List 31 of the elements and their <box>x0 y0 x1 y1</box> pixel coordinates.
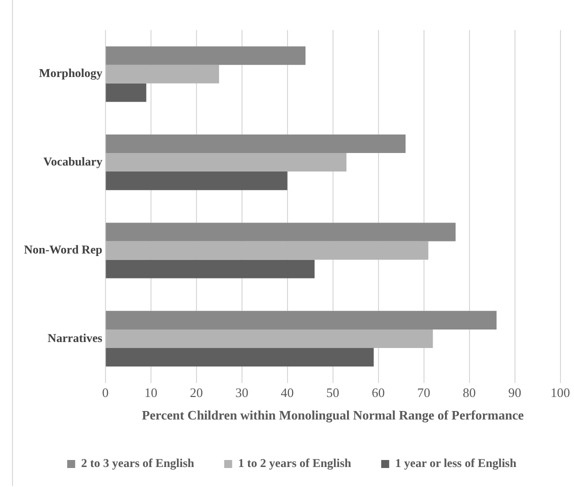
legend-label: 2 to 3 years of English <box>81 456 194 470</box>
x-tick-label: 20 <box>190 385 203 400</box>
bar <box>106 83 146 102</box>
legend-label: 1 year or less of English <box>395 456 517 470</box>
bar <box>106 241 428 260</box>
x-tick-label: 100 <box>550 385 570 400</box>
x-tick-label: 30 <box>235 385 248 400</box>
bar <box>106 329 433 348</box>
y-tick-label: Vocabulary <box>43 154 102 168</box>
y-tick-label: Narratives <box>48 330 103 345</box>
bar <box>106 153 346 172</box>
bar <box>106 310 497 330</box>
y-tick-label: Morphology <box>38 66 102 80</box>
x-tick-label: 80 <box>462 385 476 400</box>
bar <box>106 134 406 154</box>
bar <box>106 64 220 84</box>
bar <box>106 348 374 366</box>
y-tick-label: Non-Word Rep <box>24 242 103 257</box>
bar <box>106 172 288 190</box>
x-tick-label: 0 <box>102 385 109 400</box>
x-tick-label: 60 <box>372 385 385 400</box>
x-tick-label: 40 <box>280 385 294 400</box>
x-axis-title: Percent Children within Monolingual Normal Range of Performance <box>142 408 524 423</box>
bar <box>106 222 456 242</box>
x-tick-label: 90 <box>508 385 522 400</box>
legend-label: 1 to 2 years of English <box>238 456 352 470</box>
bar <box>106 260 315 278</box>
x-tick-label: 70 <box>417 385 430 400</box>
bar <box>106 46 306 65</box>
x-tick-label: 50 <box>326 385 340 400</box>
x-tick-label: 10 <box>144 385 158 400</box>
